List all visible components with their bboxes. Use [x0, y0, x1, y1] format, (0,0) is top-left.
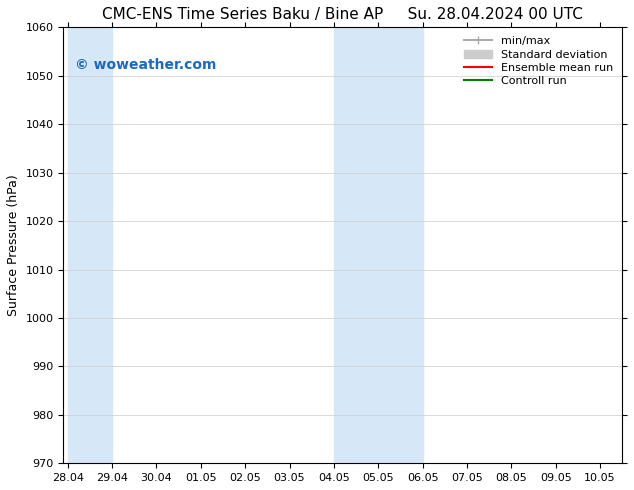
- Legend: min/max, Standard deviation, Ensemble mean run, Controll run: min/max, Standard deviation, Ensemble me…: [461, 33, 617, 90]
- Y-axis label: Surface Pressure (hPa): Surface Pressure (hPa): [7, 174, 20, 316]
- Text: © woweather.com: © woweather.com: [75, 58, 216, 72]
- Title: CMC-ENS Time Series Baku / Bine AP     Su. 28.04.2024 00 UTC: CMC-ENS Time Series Baku / Bine AP Su. 2…: [102, 7, 583, 22]
- Bar: [68, 27, 112, 464]
- Bar: [334, 27, 423, 464]
